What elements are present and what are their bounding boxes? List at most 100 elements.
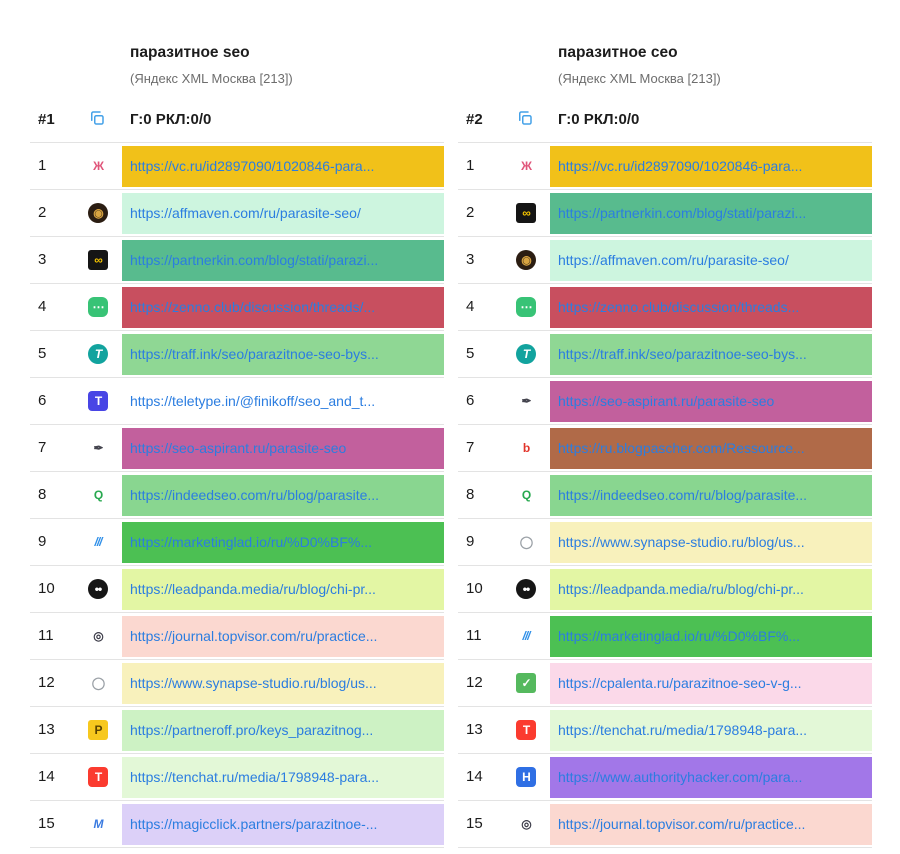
position-number: 13 [38,721,55,738]
result-url-link[interactable]: https://zenno.club/discussion/threads... [558,299,800,315]
copy-icon [91,110,104,125]
result-row: 14 H https://www.authorityhacker.com/par… [458,753,872,800]
result-url-link[interactable]: https://cpalenta.ru/parazitnoe-seo-v-g..… [558,675,802,691]
result-url-link[interactable]: https://leadpanda.media/ru/blog/chi-pr..… [130,581,376,597]
result-url-link[interactable]: https://traff.ink/seo/parazitnoe-seo-bys… [558,346,807,362]
result-row: 6 T https://teletype.in/@finikoff/seo_an… [30,377,444,424]
favicon-cell: ◎ [506,814,550,834]
favicon-cell: Ж [78,156,122,176]
result-row: 6 ✒ https://seo-aspirant.ru/parasite-seo [458,377,872,424]
indeedseo-icon: Q [93,488,103,502]
position-cell: 1 [30,157,78,175]
position-number: 1 [38,157,47,174]
serp-column-1: паразитное seo (Яндекс XML Москва [213])… [30,44,444,854]
position-cell: 10 [30,580,78,598]
result-url-link[interactable]: https://partneroff.pro/keys_parazitnog..… [130,722,374,738]
tenchat-icon: T [88,767,108,787]
url-highlight: https://zenno.club/discussion/threads... [550,286,872,328]
query-source: (Яндекс XML Москва [213]) [558,71,721,86]
results-table-1: 1 Ж https://vc.ru/id2897090/1020846-para… [30,142,444,848]
leadpanda-icon: •• [88,579,108,599]
result-url-link[interactable]: https://partnerkin.com/blog/stati/parazi… [558,205,807,221]
result-url-link[interactable]: https://journal.topvisor.com/ru/practice… [130,628,378,644]
indeedseo-icon: Q [521,488,531,502]
result-row: 3 ◉ https://affmaven.com/ru/parasite-seo… [458,236,872,283]
favicon-cell: ∞ [506,203,550,223]
position-number: 14 [38,768,55,785]
url-highlight: https://vc.ru/id2897090/1020846-para... [550,145,872,187]
result-url-link[interactable]: https://vc.ru/id2897090/1020846-para... [130,158,375,174]
result-url-link[interactable]: https://teletype.in/@finikoff/seo_and_t.… [130,393,376,409]
result-url-link[interactable]: https://seo-aspirant.ru/parasite-seo [558,393,775,409]
result-url-link[interactable]: https://partnerkin.com/blog/stati/parazi… [130,252,379,268]
position-number: 13 [466,721,483,738]
url-highlight: https://partneroff.pro/keys_parazitnog..… [122,709,444,751]
result-row: 7 ✒ https://seo-aspirant.ru/parasite-seo [30,424,444,471]
result-url-link[interactable]: https://marketinglad.io/ru/%D0%BF%... [558,628,800,644]
result-row: 11 /// https://marketinglad.io/ru/%D0%BF… [458,612,872,659]
favicon-cell: ✒ [506,391,550,411]
seo-aspirant-icon: ✒ [521,394,531,408]
position-number: 8 [466,486,475,503]
position-number: 12 [38,674,55,691]
position-number: 10 [466,580,483,597]
result-url-link[interactable]: https://www.authorityhacker.com/para... [558,769,803,785]
result-url-link[interactable]: https://indeedseo.com/ru/blog/parasite..… [130,487,380,503]
result-url-link[interactable]: https://www.synapse-studio.ru/blog/us... [558,534,805,550]
url-highlight: https://marketinglad.io/ru/%D0%BF%... [550,615,872,657]
result-url-link[interactable]: https://indeedseo.com/ru/blog/parasite..… [558,487,808,503]
position-cell: 7 [458,439,506,457]
result-url-link[interactable]: https://seo-aspirant.ru/parasite-seo [130,440,347,456]
result-url-link[interactable]: https://zenno.club/discussion/threads/..… [130,299,376,315]
favicon-cell: /// [78,532,122,552]
result-url-link[interactable]: https://vc.ru/id2897090/1020846-para... [558,158,803,174]
position-cell: 9 [30,533,78,551]
position-cell: 11 [458,627,506,645]
url-highlight: https://teletype.in/@finikoff/seo_and_t.… [122,381,444,422]
favicon-cell: ⋯ [506,297,550,317]
position-cell: 13 [458,721,506,739]
position-cell: 11 [30,627,78,645]
position-cell: 4 [30,298,78,316]
copy-button[interactable] [78,109,106,127]
url-highlight: https://leadpanda.media/ru/blog/chi-pr..… [550,568,872,610]
result-url-link[interactable]: https://traff.ink/seo/parazitnoe-seo-bys… [130,346,379,362]
url-highlight: https://traff.ink/seo/parazitnoe-seo-bys… [122,333,444,375]
favicon-cell: •• [506,579,550,599]
url-cell: https://ru.blogpascher.com/Ressource... [550,427,872,469]
position-number: 2 [466,204,475,221]
position-number: 6 [38,392,47,409]
result-url-link[interactable]: https://affmaven.com/ru/parasite-seo/ [130,205,361,221]
url-highlight: https://www.synapse-studio.ru/blog/us... [550,521,872,563]
result-url-link[interactable]: https://marketinglad.io/ru/%D0%BF%... [130,534,372,550]
url-highlight: https://magicclick.partners/parazitnoe-.… [122,803,444,845]
position-cell: 1 [458,157,506,175]
favicon-cell: ◯ [506,532,550,552]
favicon-cell: T [506,344,550,364]
position-cell: 8 [458,486,506,504]
position-cell: 6 [458,392,506,410]
result-row: 12 ✓ https://cpalenta.ru/parazitnoe-seo-… [458,659,872,706]
query-title: паразитное сео [558,44,678,61]
result-url-link[interactable]: https://tenchat.ru/media/1798948-para... [130,769,380,785]
url-cell: https://traff.ink/seo/parazitnoe-seo-bys… [550,333,872,375]
traff-ink-icon: T [88,344,108,364]
result-row: 5 T https://traff.ink/seo/parazitnoe-seo… [30,330,444,377]
result-url-link[interactable]: https://affmaven.com/ru/parasite-seo/ [558,252,789,268]
favicon-cell: ✓ [506,673,550,693]
url-highlight: https://ru.blogpascher.com/Ressource... [550,427,872,469]
cpalenta-icon: ✓ [516,673,536,693]
url-highlight: https://www.synapse-studio.ru/blog/us... [122,662,444,704]
url-highlight: https://journal.topvisor.com/ru/practice… [122,615,444,657]
result-url-link[interactable]: https://journal.topvisor.com/ru/practice… [558,816,806,832]
blogpascher-icon: b [522,441,530,455]
result-url-link[interactable]: https://ru.blogpascher.com/Ressource... [558,440,805,456]
result-url-link[interactable]: https://leadpanda.media/ru/blog/chi-pr..… [558,581,804,597]
result-url-link[interactable]: https://magicclick.partners/parazitnoe-.… [130,816,378,832]
result-url-link[interactable]: https://tenchat.ru/media/1798948-para... [558,722,808,738]
result-url-link[interactable]: https://www.synapse-studio.ru/blog/us... [130,675,377,691]
position-cell: 15 [458,815,506,833]
copy-button[interactable] [506,109,534,127]
favicon-cell: ∞ [78,250,122,270]
position-number: 4 [38,298,47,315]
